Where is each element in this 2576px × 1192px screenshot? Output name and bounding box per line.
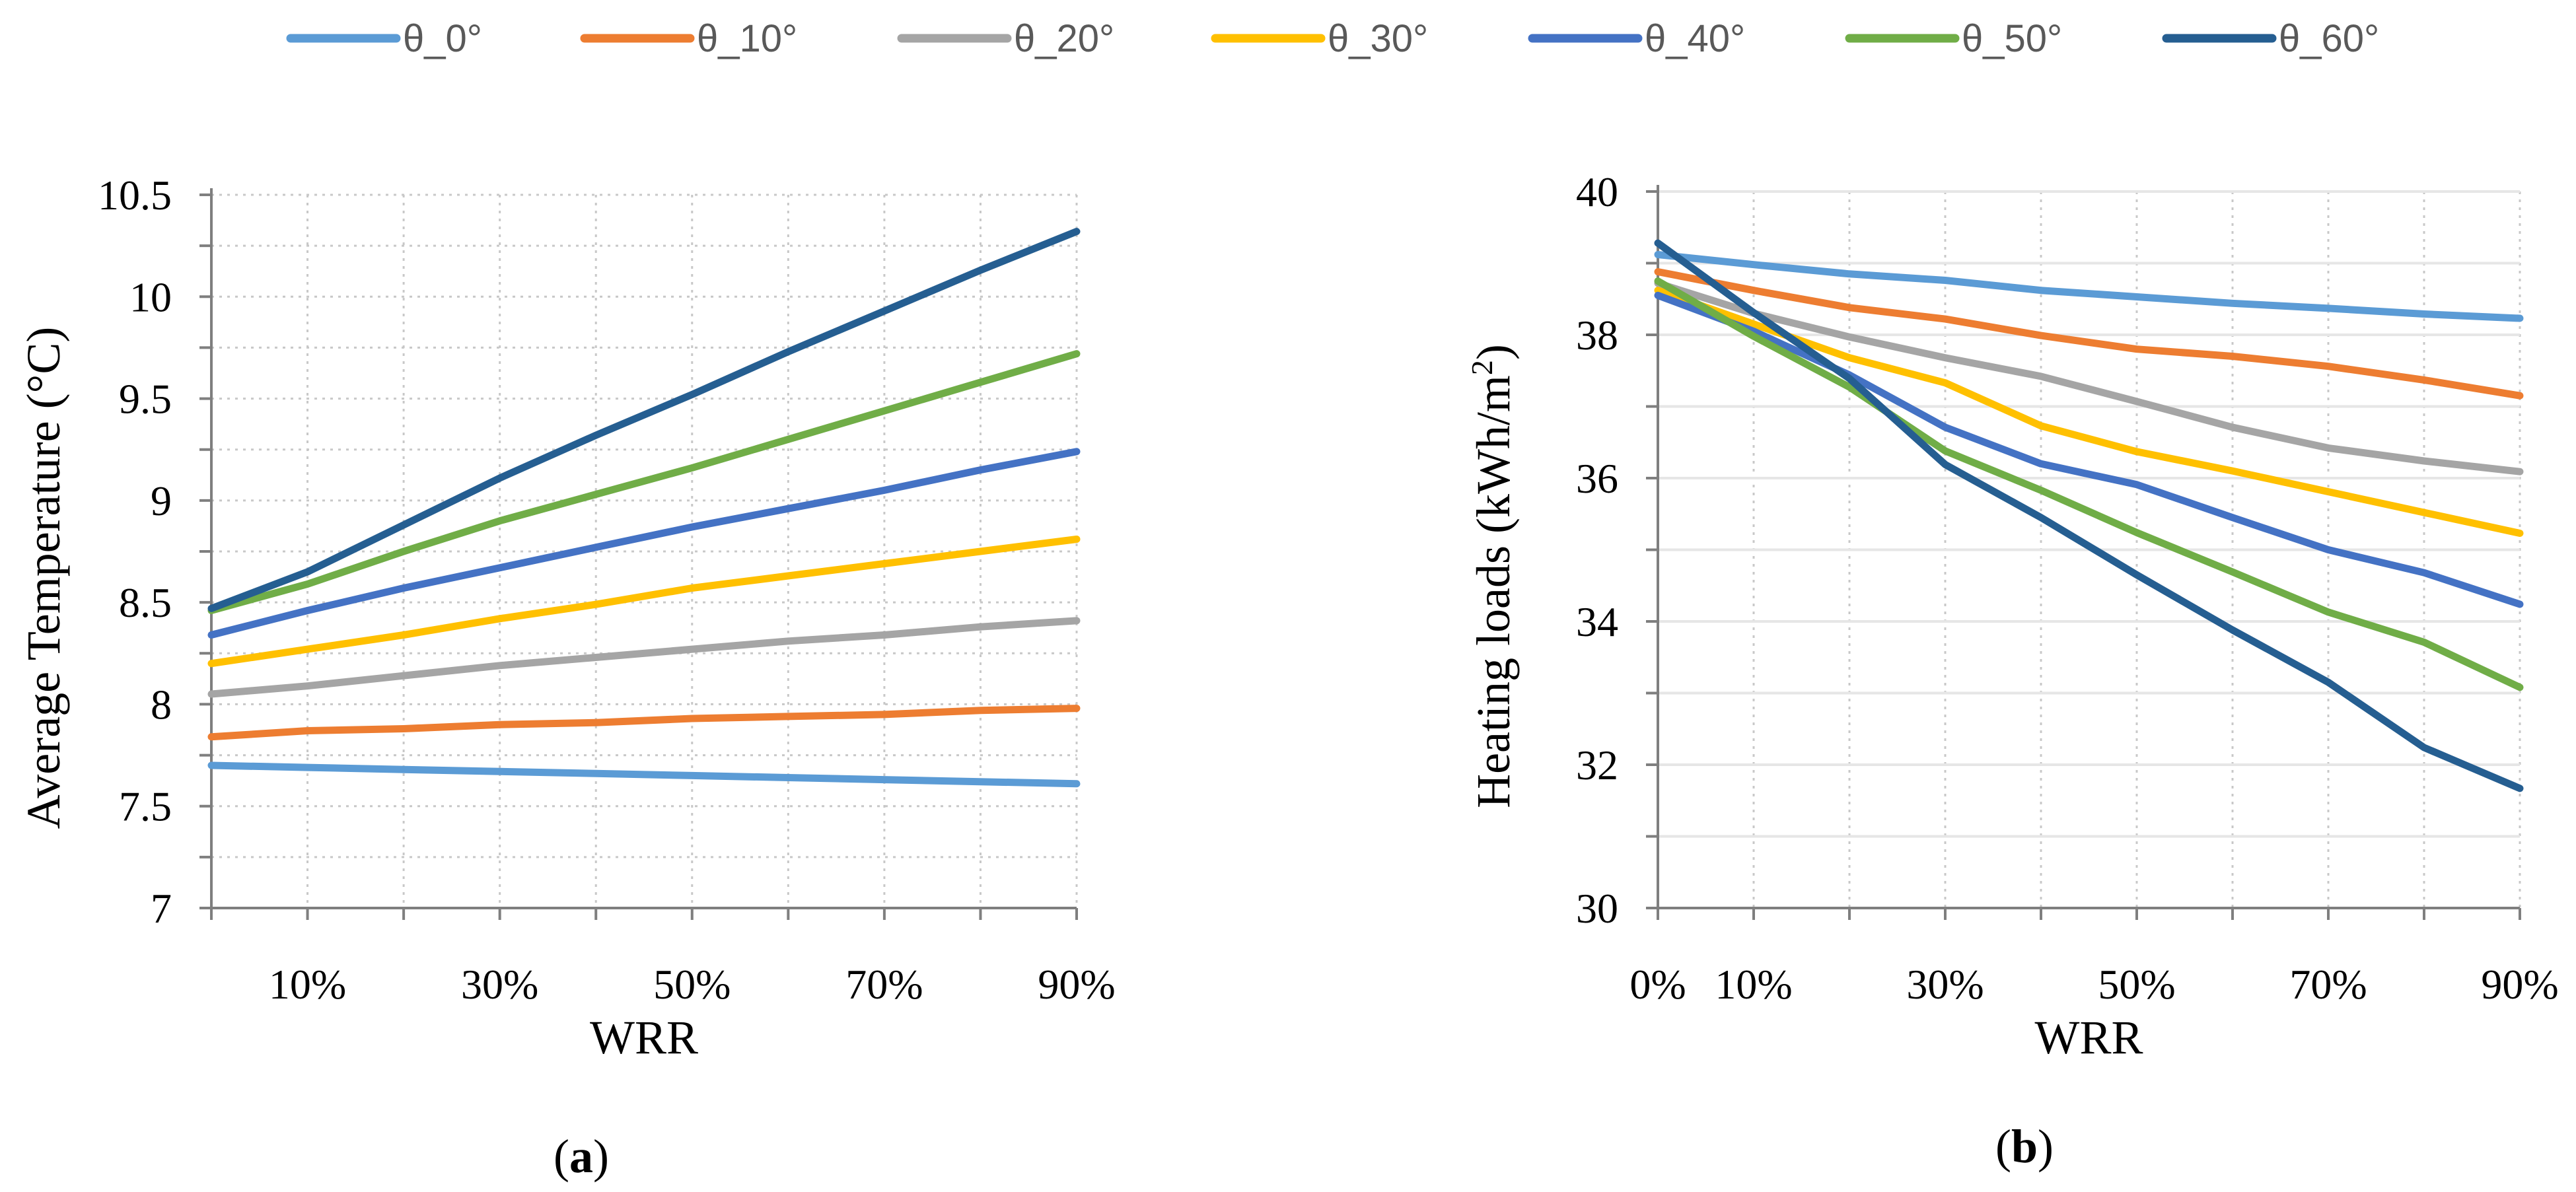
legend-item: θ_20° xyxy=(897,17,1114,60)
y-tick-label: 30 xyxy=(1576,885,1618,932)
x-tick-label: 10% xyxy=(269,961,346,1008)
y-tick-labels: 30 32 34 36 38 40 xyxy=(1576,168,1618,932)
caption-open: ( xyxy=(554,1130,569,1183)
caption-close: ) xyxy=(2038,1120,2054,1173)
legend-label: θ_40° xyxy=(1645,17,1745,60)
y-tick-label: 10.5 xyxy=(98,172,172,219)
series-line xyxy=(207,448,1081,639)
y-tick-label: 7.5 xyxy=(119,783,172,830)
axes xyxy=(1646,185,2521,920)
y-tick-label: 32 xyxy=(1576,742,1618,789)
x-tick-label: 30% xyxy=(461,961,538,1008)
series-line xyxy=(1654,291,2524,608)
y-tick-label: 34 xyxy=(1576,598,1618,645)
legend-item: θ_50° xyxy=(1845,17,2062,60)
caption-open: ( xyxy=(1995,1120,2011,1173)
series-line xyxy=(1654,239,2524,792)
legend-item: θ_10° xyxy=(580,17,797,60)
legend-label: θ_60° xyxy=(2279,17,2379,60)
series-line xyxy=(1654,287,2524,537)
y-tick-label: 8.5 xyxy=(119,579,172,626)
y-tick-label: 38 xyxy=(1576,312,1618,359)
axes xyxy=(199,188,1078,920)
y-tick-label: 9 xyxy=(151,477,172,524)
caption-letter: b xyxy=(2011,1120,2038,1173)
series-line xyxy=(1654,251,2524,322)
legend-item: θ_40° xyxy=(1528,17,1745,60)
chart-a-average-temperature: 7 7.5 8 8.5 9 9.5 10 10.5 10% 30% 50% 70% 90% WRR Aver… xyxy=(17,172,1116,1183)
chart-b-heating-loads: 30 32 34 36 38 40 0% 10% 30% 50% 70% 90% WRR Heating … xyxy=(1465,168,2559,1173)
figure-caption: (b) xyxy=(1995,1120,2054,1173)
series-line xyxy=(207,536,1081,668)
x-tick-labels: 0% 10% 30% 50% 70% 90% xyxy=(1629,961,2558,1008)
legend-label: θ_10° xyxy=(697,17,797,60)
x-tick-label: 30% xyxy=(1906,961,1984,1008)
y-axis-title-superscript: 2 xyxy=(1465,360,1499,375)
y-tick-labels: 7 7.5 8 8.5 9 9.5 10 10.5 xyxy=(98,172,172,932)
x-tick-labels: 10% 30% 50% 70% 90% xyxy=(269,961,1116,1008)
series-line xyxy=(207,761,1081,788)
legend-item: θ_30° xyxy=(1211,17,1428,60)
legend-item: θ_60° xyxy=(2162,17,2379,60)
y-tick-label: 10 xyxy=(129,273,172,320)
series-line xyxy=(207,617,1081,698)
x-axis-title: WRR xyxy=(590,1011,698,1064)
series-line xyxy=(1654,268,2524,400)
y-tick-label: 36 xyxy=(1576,455,1618,502)
caption-letter: a xyxy=(569,1130,593,1183)
series-line xyxy=(207,228,1081,612)
x-tick-label: 0% xyxy=(1629,961,1686,1008)
y-axis-title: Average Temperature (°C) xyxy=(17,327,70,829)
caption-close: ) xyxy=(593,1130,609,1183)
legend-label: θ_20° xyxy=(1014,17,1114,60)
series xyxy=(207,228,1081,788)
legend-label: θ_0° xyxy=(403,17,482,60)
x-tick-label: 70% xyxy=(2289,961,2367,1008)
series xyxy=(1654,239,2524,792)
x-tick-label: 10% xyxy=(1715,961,1792,1008)
y-axis-title-end: ) xyxy=(1467,344,1520,360)
legend-label: θ_30° xyxy=(1328,17,1428,60)
figure-caption: (a) xyxy=(554,1130,609,1183)
y-axis-title: Heating loads (kWh/m2) xyxy=(1465,344,1520,808)
y-tick-label: 8 xyxy=(151,681,172,728)
legend-label: θ_50° xyxy=(1962,17,2062,60)
x-tick-label: 90% xyxy=(1038,961,1115,1008)
y-tick-label: 7 xyxy=(151,885,172,932)
x-tick-label: 90% xyxy=(2481,961,2558,1008)
x-tick-label: 50% xyxy=(653,961,731,1008)
legend-item: θ_0° xyxy=(286,17,482,60)
y-axis-title-text: Average Temperature (°C) xyxy=(17,327,70,829)
y-axis-title-text: Heating loads (kWh/m xyxy=(1467,375,1520,808)
x-tick-label: 50% xyxy=(2098,961,2175,1008)
series-line xyxy=(1654,277,2524,691)
x-tick-label: 70% xyxy=(845,961,923,1008)
x-axis-title: WRR xyxy=(2034,1011,2143,1064)
legend: θ_0° θ_10° θ_20° θ_30° θ_40° θ_50° θ_60° xyxy=(286,17,2379,60)
series-line xyxy=(1654,279,2524,475)
series-line xyxy=(207,350,1081,614)
y-tick-label: 9.5 xyxy=(119,376,172,423)
series-line xyxy=(207,705,1081,741)
y-tick-label: 40 xyxy=(1576,168,1618,215)
